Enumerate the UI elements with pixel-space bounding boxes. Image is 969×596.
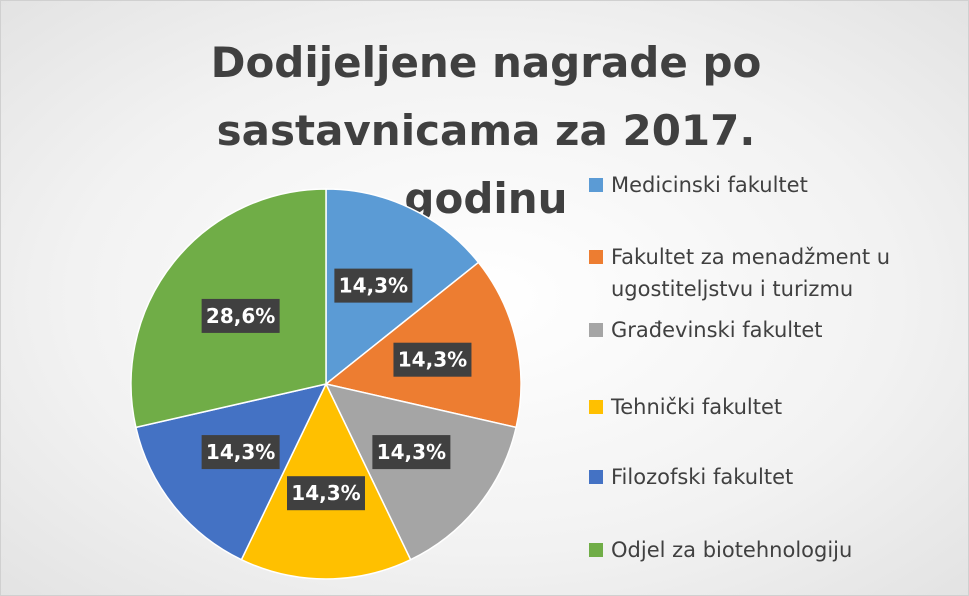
legend-item: Tehnički fakultet: [589, 391, 939, 423]
data-label: 14,3%: [206, 440, 275, 464]
data-label: 14,3%: [339, 274, 408, 298]
data-label: 14,3%: [377, 440, 446, 464]
legend-swatch: [589, 323, 603, 337]
legend-item: Medicinski fakultet: [589, 169, 939, 201]
data-label-box: [393, 342, 472, 377]
legend-item: Građevinski fakultet: [589, 314, 939, 346]
legend-label: Filozofski fakultet: [611, 465, 794, 489]
chart-title: Dodijeljene nagrade po sastavnicama za 2…: [210, 38, 762, 223]
legend-swatch: [589, 470, 603, 484]
pie-slice: [134, 382, 328, 561]
data-label-box: [201, 298, 280, 333]
data-label-box: [372, 435, 451, 470]
legend-item: Odjel za biotehnologiju: [589, 534, 939, 566]
legend-label: Odjel za biotehnologiju: [611, 538, 853, 562]
pie-slice: [324, 382, 518, 561]
data-label-box: [334, 268, 413, 303]
data-label: 28,6%: [206, 304, 275, 328]
data-label: 14,3%: [398, 348, 467, 372]
data-label-box: [287, 476, 365, 511]
legend-swatch: [589, 250, 603, 264]
data-label: 14,3%: [291, 481, 360, 505]
legend-swatch: [589, 400, 603, 414]
legend-label: Tehnički fakultet: [611, 395, 783, 419]
legend-label: Građevinski fakultet: [611, 318, 823, 342]
legend-item: Fakultet za menadžment u ugostiteljstvu …: [589, 241, 939, 305]
legend-swatch: [589, 178, 603, 192]
legend-swatch: [589, 543, 603, 557]
legend-label: Fakultet za menadžment u ugostiteljstvu …: [611, 245, 891, 301]
legend-item: Filozofski fakultet: [589, 461, 939, 493]
data-label-box: [201, 435, 280, 470]
legend-label: Medicinski fakultet: [611, 173, 808, 197]
